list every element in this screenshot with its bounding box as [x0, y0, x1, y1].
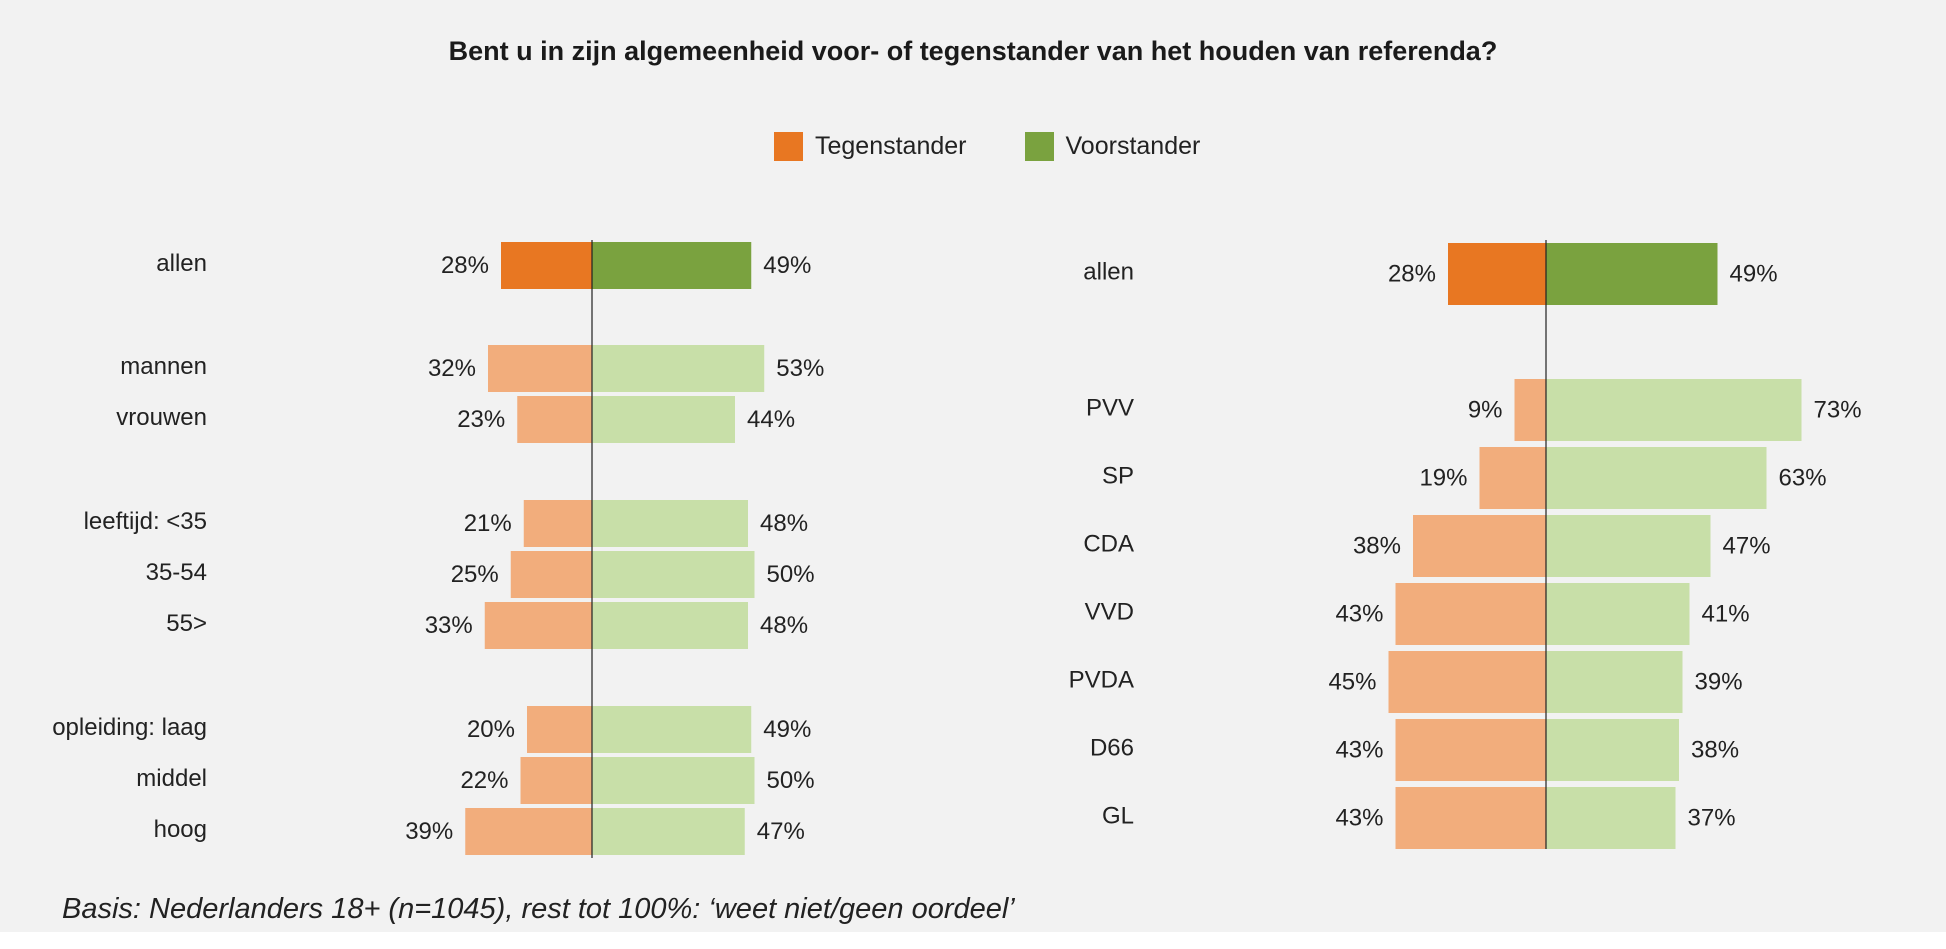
bar-tegenstander [520, 757, 592, 804]
value-label-tegenstander: 25% [451, 561, 499, 588]
bar-voorstander [1546, 243, 1718, 305]
category-label: mannen [120, 353, 207, 380]
bar-tegenstander [1413, 515, 1546, 577]
bar-tegenstander [1395, 583, 1546, 645]
value-label-voorstander: 47% [1723, 533, 1771, 560]
category-label: hoog [154, 816, 207, 843]
value-label-voorstander: 48% [760, 510, 808, 537]
bar-voorstander [592, 551, 755, 598]
bar-tegenstander [1479, 447, 1546, 509]
value-label-voorstander: 63% [1779, 465, 1827, 492]
value-label-tegenstander: 22% [460, 767, 508, 794]
value-label-tegenstander: 45% [1328, 669, 1376, 696]
bar-tegenstander [484, 602, 592, 649]
legend-swatch-tegenstander [774, 131, 803, 161]
bar-voorstander [1546, 719, 1679, 781]
category-label: allen [1083, 259, 1134, 286]
value-label-voorstander: 44% [747, 406, 795, 433]
bar-voorstander [592, 345, 765, 392]
bar-tegenstander [1395, 787, 1546, 849]
value-label-tegenstander: 43% [1335, 601, 1383, 628]
bar-tegenstander [465, 808, 592, 855]
value-label-tegenstander: 33% [425, 612, 473, 639]
value-label-voorstander: 73% [1814, 397, 1862, 424]
value-label-voorstander: 53% [776, 355, 824, 382]
legend-item-voorstander: Voorstander [1024, 131, 1201, 161]
bar-tegenstander [1388, 651, 1546, 713]
bar-tegenstander [1395, 719, 1546, 781]
legend-label-tegenstander: Tegenstander [815, 131, 967, 160]
category-label: 55> [166, 610, 207, 637]
bar-voorstander [592, 242, 752, 289]
bar-tegenstander [527, 706, 592, 753]
bar-tegenstander [488, 345, 592, 392]
legend: Tegenstander Voorstander [774, 128, 1258, 164]
bar-voorstander [592, 396, 735, 443]
value-label-tegenstander: 28% [441, 252, 489, 279]
category-label: D66 [1090, 735, 1134, 762]
category-label: CDA [1083, 531, 1134, 558]
bar-tegenstander [1514, 379, 1546, 441]
value-label-tegenstander: 43% [1335, 805, 1383, 832]
category-label: allen [156, 250, 207, 277]
category-label: opleiding: laag [52, 714, 207, 741]
legend-swatch-voorstander [1024, 131, 1054, 161]
bar-tegenstander [1448, 243, 1546, 305]
value-label-voorstander: 39% [1695, 669, 1743, 696]
chart-2: 28% 49% allen 9% 73% PVV 19% 63% SP 38% 47% CDA 43% 4… [1069, 240, 1862, 849]
category-label: PVDA [1069, 667, 1134, 694]
chart-title: Bent u in zijn algemeenheid voor- of teg… [448, 36, 1498, 66]
value-label-tegenstander: 19% [1419, 465, 1467, 492]
category-label: leeftijd: <35 [84, 508, 207, 535]
bar-voorstander [1546, 515, 1711, 577]
value-label-tegenstander: 9% [1468, 397, 1503, 424]
legend-item-tegenstander: Tegenstander [774, 131, 967, 161]
category-label: PVV [1086, 395, 1134, 422]
value-label-tegenstander: 23% [457, 406, 505, 433]
value-label-tegenstander: 38% [1353, 533, 1401, 560]
bar-voorstander [1546, 651, 1683, 713]
value-label-voorstander: 37% [1688, 805, 1736, 832]
bar-voorstander [1546, 379, 1802, 441]
bar-tegenstander [523, 500, 592, 547]
value-label-tegenstander: 28% [1388, 261, 1436, 288]
category-label: vrouwen [116, 404, 207, 431]
bar-voorstander [1546, 447, 1767, 509]
bar-voorstander [1546, 787, 1676, 849]
footnote: Basis: Nederlanders 18+ (n=1045), rest t… [62, 893, 1015, 925]
bar-voorstander [592, 808, 745, 855]
value-label-voorstander: 47% [757, 818, 805, 845]
value-label-voorstander: 49% [1730, 261, 1778, 288]
value-label-tegenstander: 39% [405, 818, 453, 845]
value-label-voorstander: 38% [1691, 737, 1739, 764]
bar-tegenstander [510, 551, 592, 598]
bar-voorstander [1546, 583, 1690, 645]
value-label-voorstander: 48% [760, 612, 808, 639]
value-label-voorstander: 50% [767, 767, 815, 794]
value-label-tegenstander: 32% [428, 355, 476, 382]
bar-tegenstander [517, 396, 592, 443]
category-label: SP [1102, 463, 1134, 490]
category-label: middel [136, 765, 207, 792]
value-label-voorstander: 50% [767, 561, 815, 588]
category-label: 35-54 [146, 559, 207, 586]
value-label-tegenstander: 20% [467, 716, 515, 743]
bar-voorstander [592, 757, 755, 804]
value-label-voorstander: 49% [763, 252, 811, 279]
bar-tegenstander [501, 242, 592, 289]
value-label-tegenstander: 21% [464, 510, 512, 537]
chart-1: 28% 49% allen 32% 53% mannen 23% 44% vrouwen 21% 4… [52, 240, 824, 858]
value-label-voorstander: 49% [763, 716, 811, 743]
value-label-tegenstander: 43% [1335, 737, 1383, 764]
bar-voorstander [592, 706, 752, 753]
legend-label-voorstander: Voorstander [1065, 131, 1201, 160]
bar-voorstander [592, 500, 748, 547]
category-label: VVD [1085, 599, 1134, 626]
bar-voorstander [592, 602, 748, 649]
category-label: GL [1102, 803, 1134, 830]
value-label-voorstander: 41% [1702, 601, 1750, 628]
